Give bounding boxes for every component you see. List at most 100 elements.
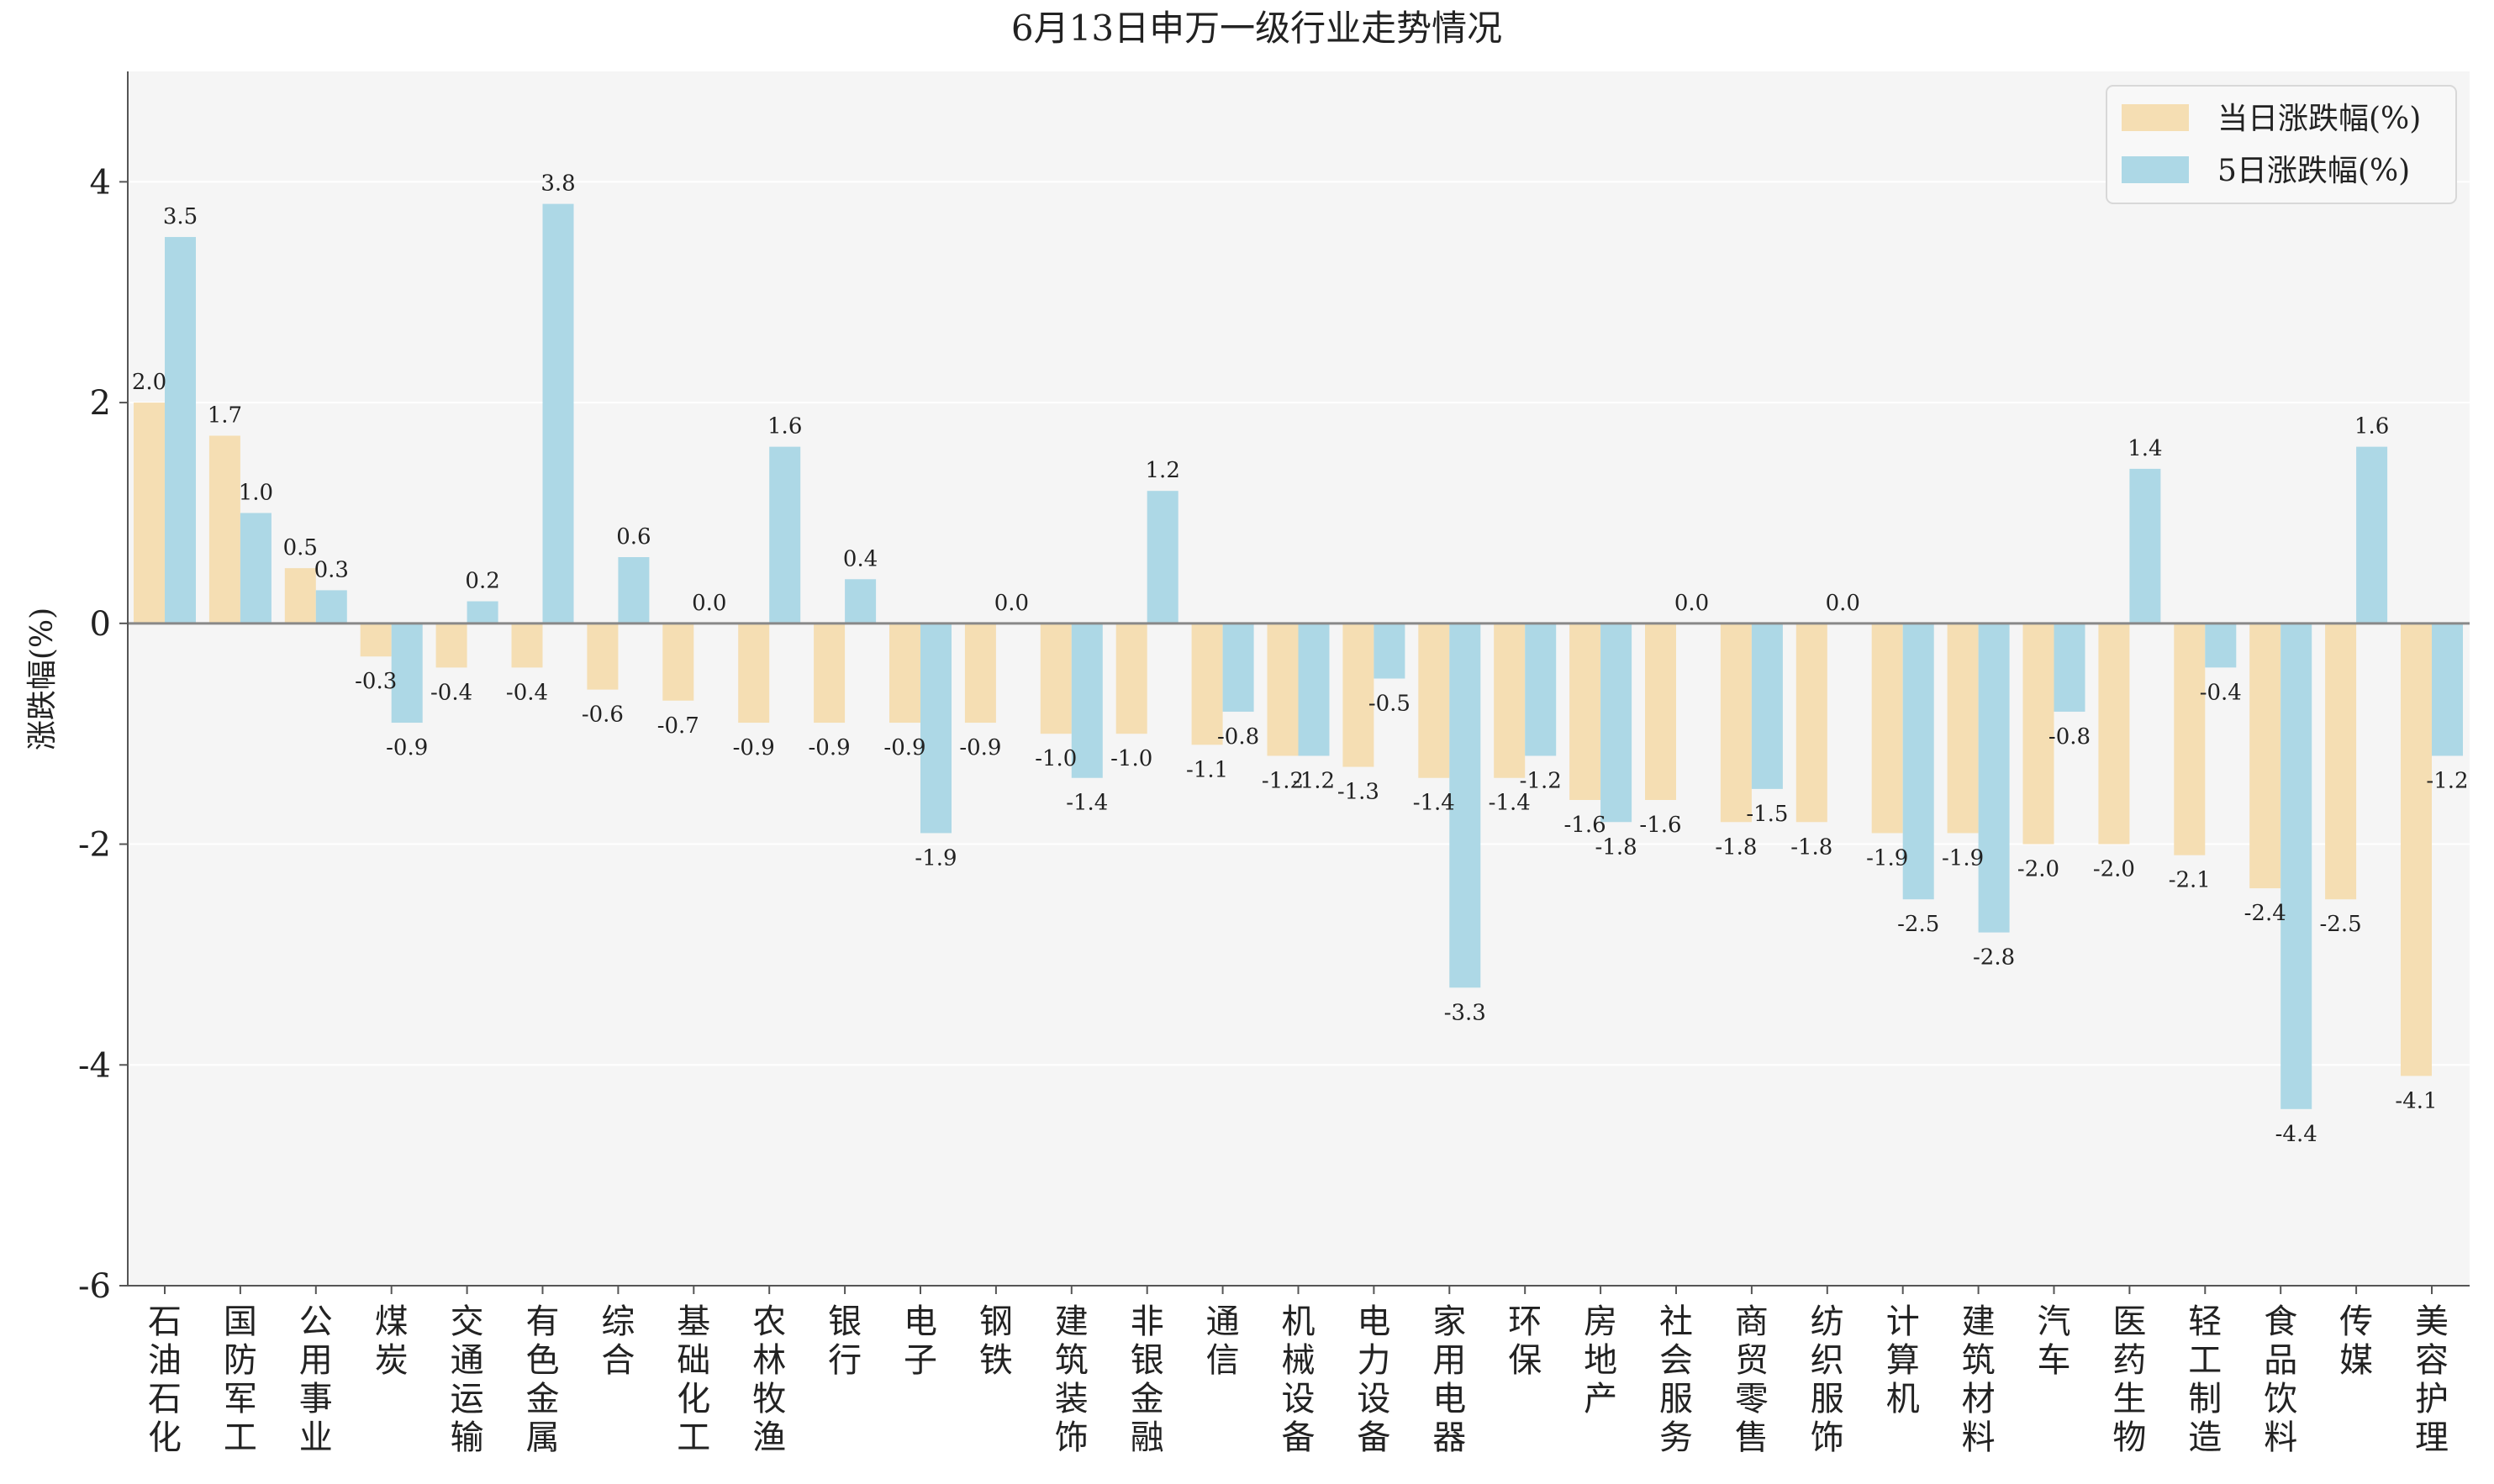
bar-5day bbox=[165, 237, 196, 624]
data-label-daily: -2.0 bbox=[2093, 857, 2135, 882]
data-label-5day: -1.9 bbox=[915, 845, 957, 871]
data-label-5day: 1.2 bbox=[1146, 458, 1180, 483]
bar-5day bbox=[543, 204, 574, 624]
y-axis-title: 涨跌幅(%) bbox=[25, 608, 60, 750]
bar-daily bbox=[2325, 624, 2356, 899]
x-tick-label: 综合 bbox=[601, 1302, 635, 1380]
bar-daily bbox=[2174, 624, 2205, 855]
x-tick-label: 钢铁 bbox=[979, 1302, 1013, 1380]
legend: 当日涨跌幅(%) 5日涨跌幅(%) bbox=[2106, 86, 2456, 203]
x-tick-label: 国防军工 bbox=[224, 1302, 257, 1457]
bar-daily bbox=[1569, 624, 1600, 800]
bar-daily bbox=[965, 624, 996, 723]
bar-daily bbox=[2098, 624, 2129, 845]
x-tick-label: 计算机 bbox=[1886, 1302, 1920, 1418]
x-tick-label: 家用电器 bbox=[1432, 1302, 1466, 1457]
data-label-daily: -2.4 bbox=[2244, 901, 2286, 926]
bar-daily bbox=[1494, 624, 1525, 778]
data-label-daily: -0.7 bbox=[657, 713, 699, 739]
data-label-5day: -0.4 bbox=[2200, 680, 2242, 705]
data-label-daily: -1.3 bbox=[1337, 780, 1379, 805]
chart-title: 6月13日申万一级行业走势情况 bbox=[1011, 8, 1502, 49]
bar-5day bbox=[2356, 447, 2387, 624]
bar-daily bbox=[1796, 624, 1827, 822]
data-label-daily: -0.4 bbox=[430, 680, 472, 705]
bar-daily bbox=[285, 568, 316, 624]
x-tick-label: 社会服务 bbox=[1659, 1302, 1693, 1457]
data-label-5day: -3.3 bbox=[1444, 1000, 1486, 1025]
bar-daily bbox=[2401, 624, 2432, 1076]
bar-5day bbox=[769, 447, 800, 624]
data-label-5day: -1.8 bbox=[1595, 834, 1637, 860]
bar-daily bbox=[738, 624, 769, 723]
data-label-daily: -0.4 bbox=[506, 680, 548, 705]
y-tick-label: -4 bbox=[78, 1046, 111, 1085]
bar-5day bbox=[1223, 624, 1254, 712]
data-label-daily: -1.1 bbox=[1186, 757, 1228, 782]
x-tick-label: 传媒 bbox=[2339, 1302, 2373, 1380]
bar-daily bbox=[814, 624, 845, 723]
data-label-daily: -0.9 bbox=[809, 735, 851, 760]
bar-5day bbox=[1299, 624, 1330, 756]
bar-daily bbox=[1116, 624, 1147, 734]
data-label-5day: -0.8 bbox=[2048, 724, 2091, 750]
bar-daily bbox=[361, 624, 392, 656]
bar-5day bbox=[1600, 624, 1632, 822]
data-label-5day: -2.5 bbox=[1897, 912, 1939, 937]
bar-5day bbox=[2280, 624, 2312, 1109]
x-tick-label: 医药生物 bbox=[2112, 1302, 2146, 1457]
legend-swatch-daily bbox=[2122, 104, 2189, 131]
data-label-5day: 1.6 bbox=[2354, 414, 2389, 439]
bar-daily bbox=[1872, 624, 1903, 834]
x-tick-label: 房地产 bbox=[1584, 1302, 1617, 1418]
x-tick-label: 公用事业 bbox=[299, 1302, 333, 1457]
bar-daily bbox=[1041, 624, 1072, 734]
x-tick-label: 石油石化 bbox=[148, 1302, 182, 1457]
y-tick-label: 4 bbox=[90, 163, 111, 202]
x-axis-ticks: 石油石化国防军工公用事业煤炭交通运输有色金属综合基础化工农林牧渔银行电子钢铁建筑… bbox=[148, 1286, 2449, 1457]
bar-daily bbox=[1418, 624, 1449, 778]
x-tick-label: 轻工制造 bbox=[2188, 1302, 2222, 1457]
bar-5day bbox=[618, 557, 649, 624]
x-tick-label: 机械设备 bbox=[1282, 1302, 1316, 1457]
bar-5day bbox=[2054, 624, 2085, 712]
x-tick-label: 汽车 bbox=[2038, 1302, 2071, 1380]
bar-5day bbox=[2432, 624, 2463, 756]
data-label-daily: -2.0 bbox=[2017, 857, 2059, 882]
bar-5day bbox=[467, 602, 498, 624]
data-label-daily: -1.4 bbox=[1489, 791, 1531, 816]
bar-5day bbox=[1525, 624, 1556, 756]
bar-daily bbox=[889, 624, 920, 723]
bar-daily bbox=[1268, 624, 1299, 756]
data-label-5day: -2.8 bbox=[1973, 945, 2015, 971]
y-tick-label: -2 bbox=[78, 826, 111, 865]
y-tick-label: 2 bbox=[90, 384, 111, 423]
data-label-5day: -1.2 bbox=[1520, 768, 1562, 793]
legend-label-daily: 当日涨跌幅(%) bbox=[2217, 102, 2421, 136]
y-tick-label: 0 bbox=[90, 605, 111, 644]
data-label-5day: 0.0 bbox=[692, 591, 726, 616]
bar-daily bbox=[436, 624, 467, 668]
bar-5day bbox=[316, 590, 347, 623]
x-tick-label: 纺织服饰 bbox=[1811, 1302, 1844, 1457]
data-label-daily: -4.1 bbox=[2395, 1088, 2437, 1113]
x-tick-label: 农林牧渔 bbox=[752, 1302, 786, 1457]
data-label-daily: -0.9 bbox=[883, 735, 925, 760]
data-label-5day: -0.8 bbox=[1217, 724, 1259, 750]
data-label-5day: -1.4 bbox=[1066, 791, 1108, 816]
data-label-daily: -1.9 bbox=[1942, 845, 1984, 871]
data-label-5day: 0.0 bbox=[1826, 591, 1860, 616]
x-tick-label: 美容护理 bbox=[2415, 1302, 2449, 1457]
data-label-daily: 1.7 bbox=[208, 403, 242, 429]
bar-5day bbox=[1752, 624, 1783, 789]
data-label-daily: -0.3 bbox=[355, 669, 397, 694]
x-tick-label: 交通运输 bbox=[451, 1302, 484, 1457]
data-label-daily: -1.6 bbox=[1639, 813, 1681, 838]
data-label-daily: 0.5 bbox=[283, 535, 318, 560]
legend-label-5day: 5日涨跌幅(%) bbox=[2217, 154, 2410, 188]
bar-daily bbox=[662, 624, 693, 701]
data-label-5day: 1.4 bbox=[2128, 436, 2162, 461]
data-label-5day: -0.5 bbox=[1368, 692, 1410, 717]
